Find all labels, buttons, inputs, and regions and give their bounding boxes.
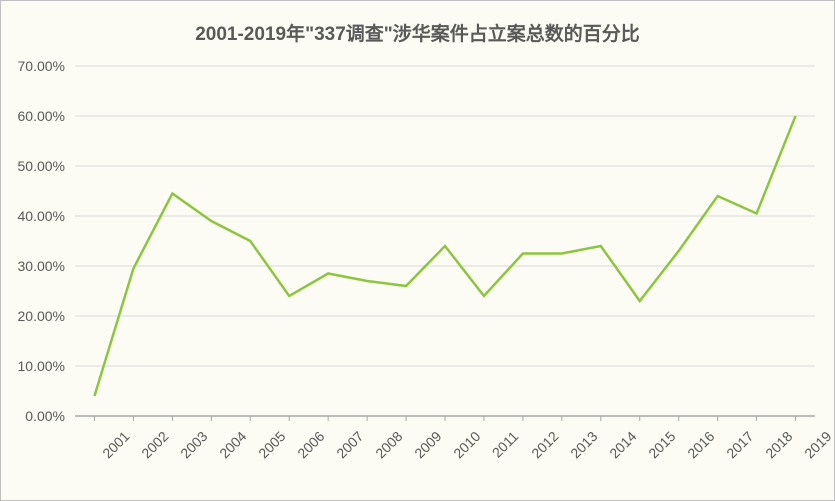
x-tick-label: 2002 [139, 428, 172, 461]
chart-container: 2001-2019年"337调查"涉华案件占立案总数的百分比 0.00% 10.0… [0, 0, 835, 501]
y-tick-label: 60.00% [18, 108, 65, 124]
x-tick-label: 2013 [567, 428, 600, 461]
x-tick-label: 2006 [294, 428, 327, 461]
x-tick-label: 2001 [100, 428, 133, 461]
x-tick-label: 2005 [255, 428, 288, 461]
y-axis-labels: 0.00%10.00%20.00%30.00%40.00%50.00%60.00… [1, 66, 71, 416]
x-tick-label: 2011 [489, 428, 522, 461]
y-tick-label: 20.00% [18, 308, 65, 324]
y-tick-label: 10.00% [18, 358, 65, 374]
x-tick-label: 2017 [723, 428, 756, 461]
x-tick-label: 2004 [216, 428, 249, 461]
y-tick-label: 40.00% [18, 208, 65, 224]
x-tick-label: 2016 [684, 428, 717, 461]
x-tick-label: 2007 [333, 428, 366, 461]
x-tick-label: 2009 [411, 428, 444, 461]
chart-title: 2001-2019年"337调查"涉华案件占立案总数的百分比 [1, 19, 834, 46]
y-tick-label: 30.00% [18, 258, 65, 274]
x-tick-label: 2015 [645, 428, 678, 461]
y-tick-label: 0.00% [25, 408, 65, 424]
y-tick-label: 50.00% [18, 158, 65, 174]
y-tick-label: 70.00% [18, 58, 65, 74]
chart-svg [75, 66, 815, 416]
x-axis-labels: 2001200220032004200520062007200820092010… [75, 422, 815, 482]
x-tick-label: 2010 [450, 428, 483, 461]
x-tick-label: 2003 [177, 428, 210, 461]
plot-area [75, 66, 815, 416]
x-tick-label: 2019 [801, 428, 834, 461]
x-tick-label: 2012 [528, 428, 561, 461]
x-tick-label: 2008 [372, 428, 405, 461]
x-tick-label: 2018 [762, 428, 795, 461]
x-tick-label: 2014 [606, 428, 639, 461]
